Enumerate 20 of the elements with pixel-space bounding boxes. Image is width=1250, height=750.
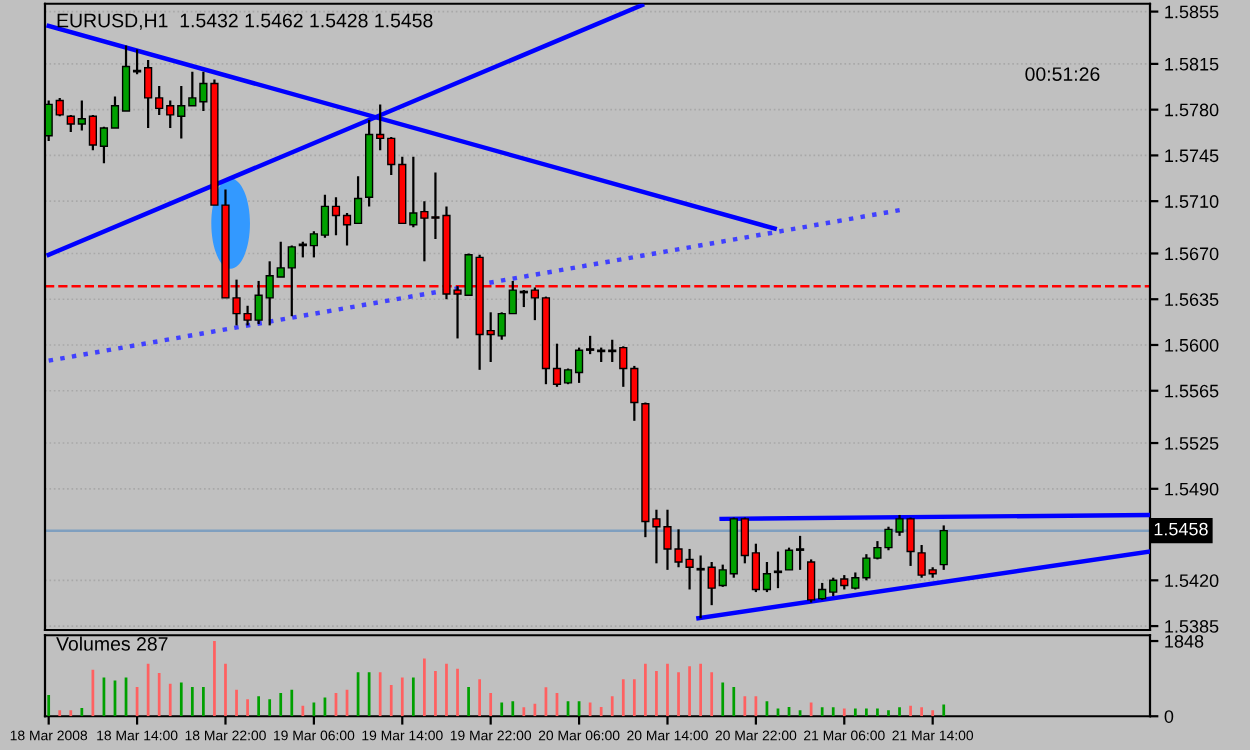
y-tick-label: 1.5670 — [1165, 247, 1219, 261]
chart-title: Volumes 287 — [56, 636, 168, 651]
y-tick-label: 1.5385 — [1165, 620, 1219, 633]
y-tick-label: 1.5490 — [1165, 482, 1219, 496]
y-tick-label: 1.5815 — [1165, 57, 1219, 71]
y-tick-label: 1.5525 — [1165, 436, 1219, 450]
y-tick-label: 1.5600 — [1165, 338, 1219, 352]
y-tick-label: 1.5710 — [1165, 195, 1219, 208]
y-tick-label: 1.5420 — [1165, 574, 1219, 588]
y-tick-label: 1.5780 — [1165, 103, 1219, 117]
chart-title: EURUSD,H1 1.5432 1.5462 1.5428 1.5458 — [57, 13, 433, 30]
ref-line-label: 1.5458 — [1154, 522, 1208, 536]
y-tick-label: 1.5635 — [1165, 293, 1219, 306]
y-tick-label: 1.5855 — [1165, 5, 1219, 19]
y-tick-label: 1848 — [1165, 634, 1204, 648]
y-tick-label: 1.5565 — [1165, 384, 1219, 398]
annotation: 00:51:26 — [1025, 67, 1100, 81]
candlestick — [939, 524, 948, 571]
y-tick-label: 0 — [1164, 710, 1174, 723]
y-tick-label: 1.5745 — [1165, 149, 1219, 163]
